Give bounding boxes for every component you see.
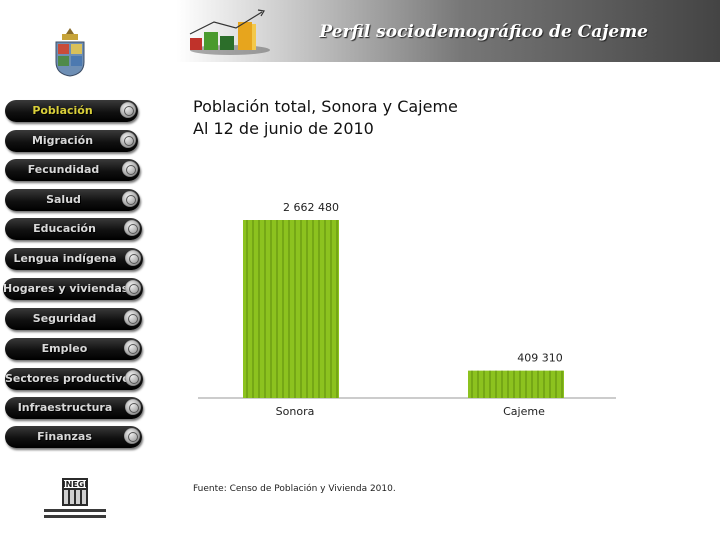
page-title: Población total, Sonora y Cajeme Al 12 d…	[193, 97, 458, 138]
radio-knob-icon	[124, 220, 140, 236]
sidebar-item-lengua-indigena[interactable]: Lengua indígena	[5, 248, 143, 270]
coat-of-arms-icon	[55, 28, 85, 77]
radio-knob-icon	[120, 132, 136, 148]
sidebar-item-hogares-y-viviendas[interactable]: Hogares y viviendas	[3, 278, 143, 300]
radio-knob-icon	[125, 280, 141, 296]
sidebar-item-label: Infraestructura	[17, 401, 113, 414]
sidebar-item-label: Población	[32, 104, 93, 117]
page-header-title: Perfil sociodemográfico de Cajeme	[319, 22, 648, 42]
radio-knob-icon	[125, 370, 141, 386]
chart-labels: 2 662 480 Sonora 409 310 Cajeme	[276, 201, 563, 418]
sidebar-item-empleo[interactable]: Empleo	[5, 338, 142, 360]
inegi-logo-text: INEGI	[63, 480, 88, 489]
data-label: 2 662 480	[283, 201, 339, 214]
category-label: Sonora	[276, 405, 315, 418]
sidebar-item-label: Hogares y viviendas	[3, 282, 129, 295]
sidebar-item-seguridad[interactable]: Seguridad	[5, 308, 142, 330]
sidebar: Población Migración Fecundidad Salud Edu…	[0, 0, 148, 540]
sidebar-item-finanzas[interactable]: Finanzas	[5, 426, 142, 448]
sidebar-item-label: Educación	[33, 222, 96, 235]
sidebar-item-poblacion[interactable]: Población	[5, 100, 138, 122]
radio-knob-icon	[124, 340, 140, 356]
sidebar-item-label: Finanzas	[37, 430, 92, 443]
radio-knob-icon	[122, 191, 138, 207]
sidebar-item-infraestructura[interactable]: Infraestructura	[5, 397, 143, 419]
radio-knob-icon	[120, 102, 136, 118]
sidebar-item-educacion[interactable]: Educación	[5, 218, 142, 240]
sidebar-item-label: Lengua indígena	[13, 252, 117, 265]
bar-chart-logo-icon	[189, 9, 270, 55]
sidebar-item-label: Seguridad	[32, 312, 97, 325]
radio-knob-icon	[125, 399, 141, 415]
radio-knob-icon	[122, 161, 138, 177]
data-label: 409 310	[517, 352, 563, 365]
radio-knob-icon	[125, 250, 141, 266]
sidebar-item-label: Salud	[46, 193, 81, 206]
sidebar-item-migracion[interactable]: Migración	[5, 130, 138, 152]
sidebar-item-label: Empleo	[41, 342, 88, 355]
sidebar-item-label: Fecundidad	[27, 163, 100, 176]
sidebar-item-fecundidad[interactable]: Fecundidad	[5, 159, 140, 181]
category-label: Cajeme	[503, 405, 545, 418]
source-note: Fuente: Censo de Población y Vivienda 20…	[193, 484, 396, 494]
radio-knob-icon	[124, 428, 140, 444]
sidebar-item-label: Sectores productivos	[5, 372, 137, 385]
chart-bars	[243, 220, 564, 398]
sidebar-item-sectores-productivos[interactable]: Sectores productivos	[5, 368, 143, 390]
inegi-logo: INEGI	[44, 478, 106, 518]
sidebar-item-label: Migración	[31, 134, 94, 147]
population-bar-chart: 2 662 480 Sonora 409 310 Cajeme	[198, 201, 616, 418]
sidebar-item-salud[interactable]: Salud	[5, 189, 140, 211]
radio-knob-icon	[124, 310, 140, 326]
